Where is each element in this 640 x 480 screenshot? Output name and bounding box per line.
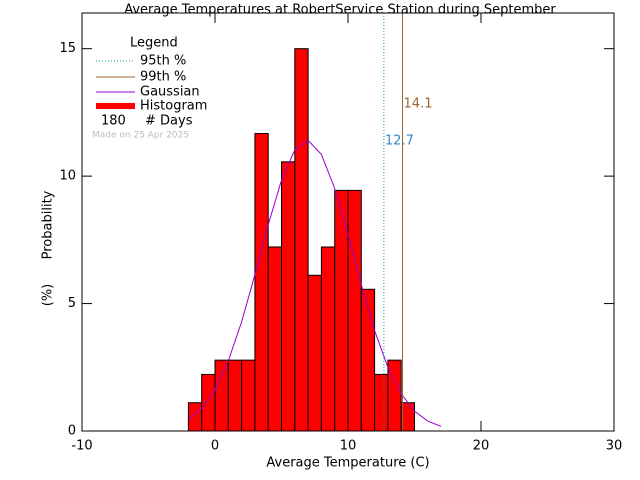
gaussian-curve [188,139,442,427]
histogram-bar [187,402,203,432]
chart-title: Average Temperatures at RobertService St… [124,3,556,18]
legend-label: 99th % [140,70,186,85]
histogram-bar [201,373,216,432]
histogram-bar [214,359,229,432]
legend-days: 180 [101,114,126,129]
legend-title: Legend [130,36,178,51]
legend-label: Histogram [140,99,207,114]
y-axis-label: Probability [41,190,56,259]
y-tick-label: 0 [68,424,76,439]
histogram-bar [281,161,296,432]
histogram-bar [241,359,256,432]
histogram-bar [374,373,389,432]
histogram-bar [267,246,283,432]
y-tick-label: 5 [68,296,76,311]
percentile-label: 14.1 [404,97,433,112]
legend-days-label: # Days [145,114,193,129]
histogram-bar [227,359,243,432]
made-on: Made on 25 Apr 2025 [92,131,189,141]
histogram-bar [254,133,269,432]
x-tick-label: 10 [340,439,357,454]
y-tick-label: 10 [59,169,76,184]
percentile-label: 12.7 [385,134,414,149]
x-tick-label: 20 [473,439,490,454]
histogram-bar [347,189,362,432]
y-tick-label: 15 [59,41,76,56]
histogram-bar [294,48,309,432]
x-axis-label: Average Temperature (C) [266,456,429,471]
histogram-bar [400,402,416,432]
histogram-bar [360,288,376,432]
histogram-bar [320,246,336,432]
y-axis-unit: (%) [41,284,56,307]
histogram-bar [307,274,322,432]
legend-label: Gaussian [140,85,200,100]
legend-label: 95th % [140,54,186,69]
x-tick-label: 0 [211,439,219,454]
x-tick-label: 30 [606,439,623,454]
x-tick-label: -10 [71,439,92,454]
